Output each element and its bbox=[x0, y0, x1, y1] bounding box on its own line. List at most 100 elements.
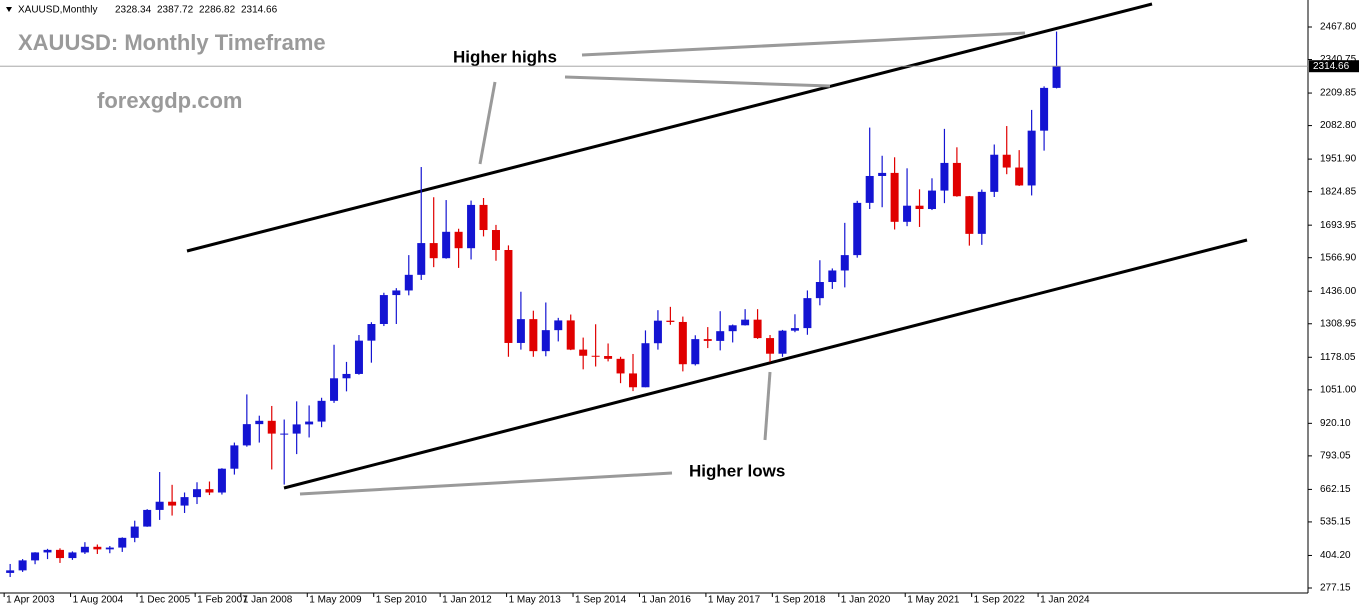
candle-body bbox=[404, 274, 413, 291]
y-tick-label: 2340.75 bbox=[1320, 54, 1357, 65]
candle-body bbox=[180, 497, 189, 506]
candle-body bbox=[865, 175, 874, 203]
candle-body bbox=[1040, 87, 1049, 131]
y-tick-label: 1308.95 bbox=[1320, 318, 1357, 329]
y-tick-label: 1824.85 bbox=[1320, 186, 1357, 197]
candle-body bbox=[1052, 66, 1061, 88]
x-tick-label: 1 Jan 2008 bbox=[243, 595, 293, 606]
candle-body bbox=[741, 319, 750, 326]
y-tick-label: 1951.90 bbox=[1320, 154, 1357, 165]
candle-body bbox=[6, 570, 15, 573]
candle-body bbox=[803, 298, 812, 329]
candle-body bbox=[105, 547, 114, 550]
y-tick-label: 1436.00 bbox=[1320, 286, 1357, 297]
candle-body bbox=[1002, 154, 1011, 168]
candle-body bbox=[516, 319, 525, 343]
upper-channel bbox=[186, 2, 1153, 253]
chart-title: XAUUSD: Monthly Timeframe bbox=[18, 30, 326, 55]
price-tag bbox=[1309, 60, 1359, 73]
x-tick-label: 1 Sep 2010 bbox=[376, 595, 428, 606]
candle-body bbox=[616, 358, 625, 374]
candle-body bbox=[728, 325, 737, 332]
candle-body bbox=[205, 489, 214, 493]
y-tick-label: 793.05 bbox=[1320, 451, 1351, 462]
annotation: Higher lows bbox=[689, 461, 785, 480]
lower-channel bbox=[283, 238, 1248, 490]
candle-body bbox=[579, 349, 588, 356]
candle-body bbox=[878, 172, 887, 176]
candle-body bbox=[330, 378, 339, 401]
candle-body bbox=[753, 319, 762, 339]
pointer bbox=[581, 31, 1026, 57]
candle-body bbox=[55, 549, 64, 559]
candle-body bbox=[342, 373, 351, 379]
candle-body bbox=[292, 424, 301, 434]
y-tick-label: 1178.05 bbox=[1320, 352, 1356, 363]
y-tick-label: 2467.80 bbox=[1320, 22, 1357, 33]
candle-body bbox=[367, 324, 376, 341]
pointer bbox=[564, 75, 831, 88]
candle-body bbox=[678, 321, 687, 365]
pointers bbox=[299, 31, 1026, 496]
candle-body bbox=[927, 190, 936, 210]
x-tick-label: 1 May 2017 bbox=[708, 595, 761, 606]
candle-body bbox=[93, 546, 102, 550]
y-tick-label: 920.10 bbox=[1320, 418, 1351, 429]
candle-body bbox=[230, 445, 239, 469]
x-tick-label: 1 May 2009 bbox=[309, 595, 362, 606]
x-tick-label: 1 May 2013 bbox=[509, 595, 562, 606]
y-tick-label: 1051.00 bbox=[1320, 384, 1357, 395]
candle-body bbox=[604, 356, 613, 359]
annotation: Higher highs bbox=[453, 47, 557, 66]
symbol: XAUUSD,Monthly bbox=[18, 5, 97, 16]
candle-body bbox=[915, 205, 924, 210]
candle-body bbox=[1015, 167, 1024, 186]
x-tick-label: 1 Apr 2003 bbox=[6, 595, 55, 606]
candle-body bbox=[491, 230, 500, 250]
candle-body bbox=[255, 420, 264, 425]
y-tick-label: 404.20 bbox=[1320, 550, 1351, 561]
candle-body bbox=[766, 338, 775, 354]
candle-body bbox=[666, 320, 675, 322]
candle-body bbox=[778, 330, 787, 354]
pointer bbox=[299, 471, 673, 496]
header-value: 2387.72 bbox=[157, 5, 194, 16]
candle-body bbox=[80, 546, 89, 553]
candle-body bbox=[641, 343, 650, 388]
candle-body bbox=[903, 205, 912, 222]
candle-body bbox=[990, 154, 999, 192]
x-tick-label: 1 May 2021 bbox=[907, 595, 960, 606]
header-value: 2286.82 bbox=[199, 5, 236, 16]
candle-body bbox=[454, 231, 463, 249]
candle-body bbox=[629, 373, 638, 388]
candle-body bbox=[653, 320, 662, 344]
candle-body bbox=[305, 421, 314, 425]
price-label: 2314.66 bbox=[1313, 61, 1350, 72]
x-tick-label: 1 Jan 2024 bbox=[1040, 595, 1090, 606]
candle-body bbox=[429, 243, 438, 259]
header: XAUUSD,Monthly 2328.34 2387.72 2286.82 2314… bbox=[18, 5, 278, 16]
menu-icon bbox=[6, 7, 12, 12]
candle-body bbox=[504, 249, 513, 343]
channel bbox=[186, 2, 1248, 490]
candle-body bbox=[541, 330, 550, 352]
candle-body bbox=[168, 501, 177, 506]
candle-body bbox=[1027, 130, 1036, 186]
candle-body bbox=[317, 400, 326, 422]
candle-body bbox=[392, 290, 401, 296]
candle-body bbox=[193, 489, 202, 498]
y-tick-label: 1693.95 bbox=[1320, 220, 1357, 231]
candle-body bbox=[242, 424, 251, 446]
candle-body bbox=[267, 420, 276, 434]
x-tick-label: 1 Dec 2005 bbox=[139, 595, 191, 606]
candle-body bbox=[43, 549, 52, 553]
candle-body bbox=[952, 162, 961, 197]
candle-body bbox=[417, 243, 426, 275]
y-tick-label: 277.15 bbox=[1320, 583, 1351, 594]
candle-body bbox=[118, 537, 127, 548]
header-value: 2314.66 bbox=[241, 5, 278, 16]
candle-body bbox=[554, 320, 563, 331]
candle-body bbox=[790, 328, 799, 331]
candle-body bbox=[31, 552, 40, 561]
